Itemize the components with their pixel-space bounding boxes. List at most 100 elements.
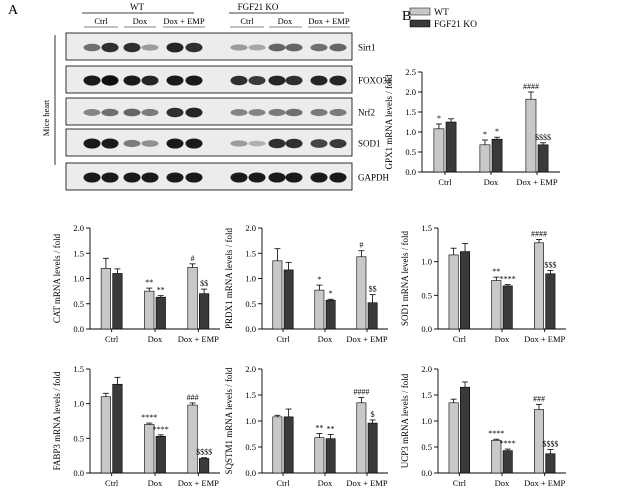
blot-band [310, 43, 328, 52]
blot-band [141, 140, 159, 147]
significance-mark: * [483, 130, 487, 139]
y-axis-label: FABP3 mRNA levels / fold [52, 371, 62, 470]
significance-mark: ### [533, 394, 545, 403]
significance-mark: * [495, 127, 499, 136]
blot-band [101, 172, 119, 183]
blot-band [141, 172, 159, 183]
protein-label: FOXO3a [358, 76, 391, 86]
x-tick-label: Dox [148, 478, 163, 488]
x-tick-label: Ctrl [276, 334, 290, 344]
wt-bar [356, 256, 367, 330]
blot-band [166, 42, 184, 53]
ko-bar [283, 416, 294, 474]
x-tick-label: Dox [148, 334, 163, 344]
bar-chart-2: 0.0 0.5 1.0 1.5 2.0 PRDX1 mRNA levels / fold C… [224, 223, 388, 344]
ko-bar [367, 302, 378, 330]
y-tick-label: 1.0 [73, 399, 84, 409]
x-tick-label: Dox [495, 334, 510, 344]
bar-chart-0: 0.0 0.5 1.0 1.5 2.0 2.5 GPX1 mRNA levels / fol… [384, 67, 560, 187]
blot-band [230, 75, 248, 86]
blot-band [101, 108, 119, 117]
blot-band [83, 75, 101, 86]
ko-bar [460, 251, 471, 330]
ko-bar [155, 296, 166, 330]
wt-bar [533, 242, 544, 330]
ko-bar [199, 458, 210, 474]
significance-mark: * [437, 114, 441, 123]
significance-mark: #### [523, 82, 539, 91]
y-tick-label: 0.0 [421, 468, 432, 478]
wt-bar [356, 402, 367, 474]
ko-bar [155, 435, 166, 474]
y-tick-label: 2.0 [405, 87, 416, 97]
blot-band [268, 43, 286, 52]
blot-band [310, 108, 328, 117]
bar-chart-6: 0.0 0.5 1.0 1.5 2.0 UCP3 mRNA levels / fold Ct… [400, 364, 566, 488]
blot-band [310, 139, 328, 148]
x-tick-label: Ctrl [453, 478, 467, 488]
blot-band [185, 172, 203, 183]
y-tick-label: 1.5 [245, 248, 256, 258]
y-tick-label: 1.5 [73, 248, 84, 258]
blot-band [329, 108, 347, 117]
blot-band [285, 138, 303, 149]
significance-mark: $$$$ [542, 440, 558, 449]
significance-mark: #### [353, 388, 369, 397]
wt-bar [448, 402, 459, 474]
significance-mark: # [359, 241, 363, 250]
x-tick-label: Dox [495, 478, 510, 488]
y-tick-label: 1.0 [245, 416, 256, 426]
blot-band [268, 108, 286, 117]
bar-chart-5: 0.0 0.5 1.0 1.5 2.0 SQSTM1 mRNA levels / fold… [224, 364, 388, 488]
ko-bar [367, 422, 378, 474]
bar-chart-3: 0.0 0.5 1.0 1.5 SOD1 mRNA levels / fold Ctrl D… [400, 223, 566, 344]
y-tick-label: 2.5 [405, 67, 416, 77]
protein-label: SOD1 [358, 139, 381, 149]
wt-bar [448, 254, 459, 330]
blot-band [310, 75, 328, 86]
bar-charts: 0.0 0.5 1.0 1.5 2.0 2.5 GPX1 mRNA levels / fol… [52, 67, 566, 488]
ko-bar [491, 138, 503, 173]
ko-bar [112, 273, 123, 330]
significance-mark: $$ [200, 279, 208, 288]
blot-band [285, 172, 303, 183]
significance-mark: #### [531, 229, 547, 238]
blot-band [329, 43, 347, 52]
ko-bar [112, 383, 123, 474]
blot-band [268, 172, 286, 183]
y-tick-label: 0.0 [73, 468, 84, 478]
x-tick-label: Dox + EMP [346, 478, 387, 488]
significance-mark: $$$$ [196, 448, 212, 457]
blot-band [141, 108, 159, 117]
ko-bar [325, 438, 336, 474]
significance-mark: **** [500, 439, 516, 448]
x-tick-label: Dox + EMP [524, 478, 565, 488]
lane-label: Dox + EMP [308, 16, 349, 26]
wt-bar [433, 128, 445, 173]
ko-bar [502, 450, 513, 474]
wt-bar [144, 290, 155, 330]
x-tick-label: Dox [484, 177, 499, 187]
y-tick-label: 1.0 [73, 274, 84, 284]
blot-band [83, 172, 101, 183]
ko-bar [502, 285, 513, 330]
x-tick-label: Ctrl [453, 334, 467, 344]
significance-mark: * [317, 275, 321, 284]
ko-bar [460, 386, 471, 474]
ko-bar [537, 144, 549, 173]
significance-mark: $ [371, 410, 375, 419]
blot-band [285, 108, 303, 117]
significance-mark: $$$ [544, 260, 556, 269]
blot-band [185, 75, 203, 86]
group-label-ko: FGF21 KO [238, 2, 279, 12]
significance-mark: ** [492, 267, 500, 276]
legend-label-ko: FGF21 KO [434, 20, 477, 30]
protein-label: Sirt1 [358, 43, 376, 53]
bar-chart-1: 0.0 0.5 1.0 1.5 2.0 CAT mRNA levels / fold Ctr… [52, 223, 220, 344]
y-tick-label: 2.0 [245, 364, 256, 374]
blot-band [248, 140, 266, 147]
blot-band [83, 138, 101, 149]
x-tick-label: Ctrl [438, 177, 452, 187]
legend-swatch-wt [409, 7, 431, 16]
